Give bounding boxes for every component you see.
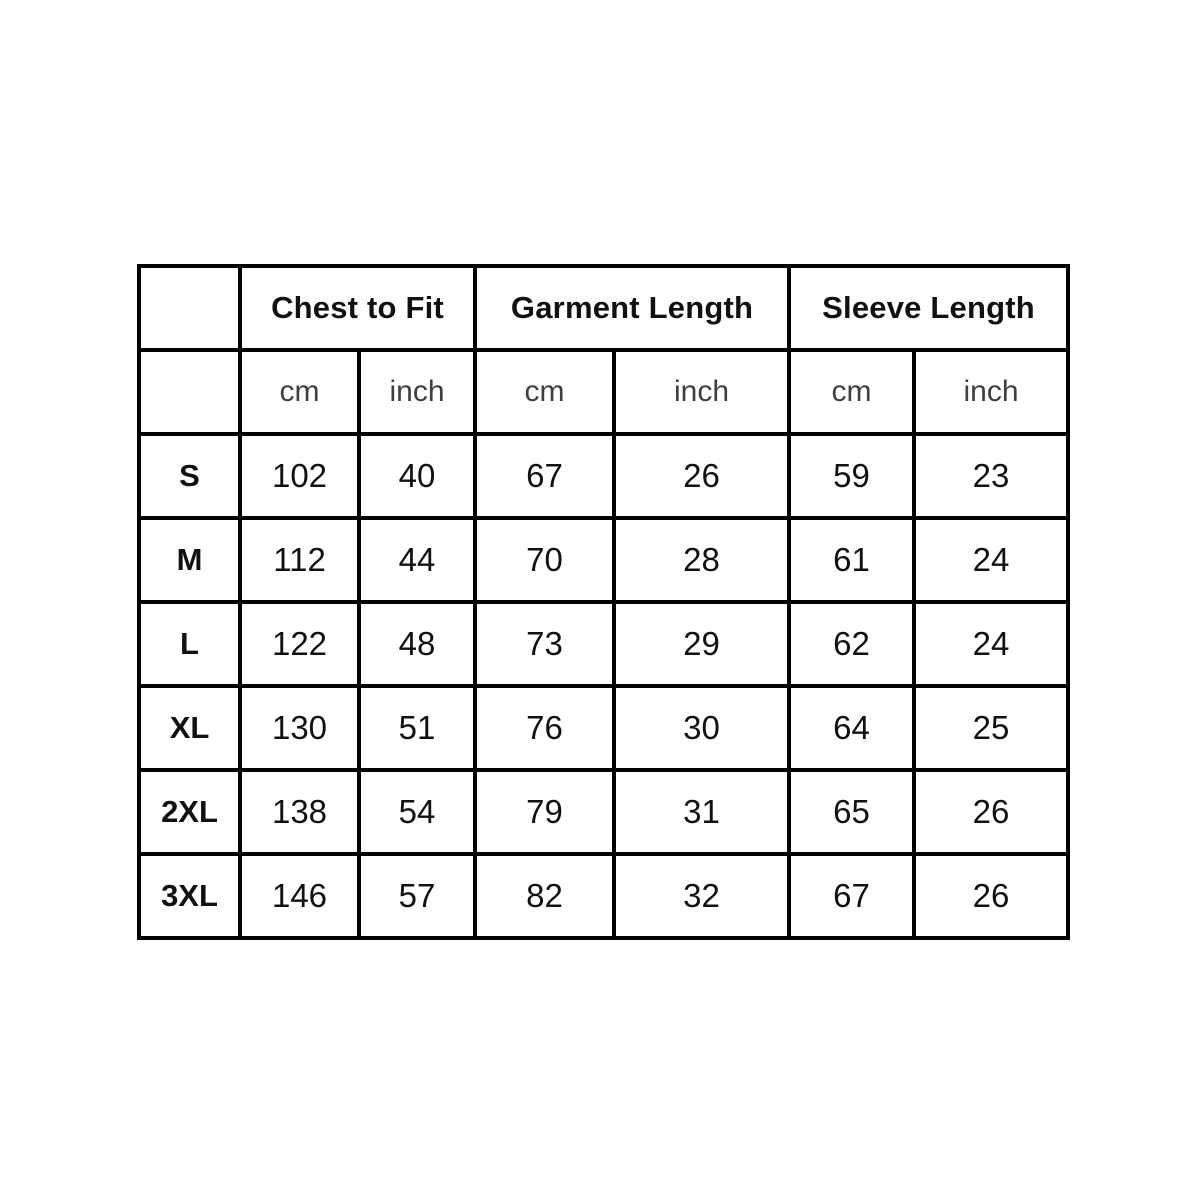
garment-cm-value: 70 <box>473 516 617 604</box>
table-header: Chest to Fit Garment Length Sleeve Lengt… <box>137 264 1071 436</box>
chest-inch-value: 44 <box>356 516 478 604</box>
unit-header-garment-inch: inch <box>612 348 792 436</box>
sleeve-cm-value: 65 <box>787 768 917 856</box>
size-label: XL <box>137 684 242 772</box>
unit-header-row: cm inch cm inch cm inch <box>137 348 1071 436</box>
sleeve-cm-value: 64 <box>787 684 917 772</box>
header-spacer-cell <box>137 264 242 352</box>
group-header-row: Chest to Fit Garment Length Sleeve Lengt… <box>137 264 1071 352</box>
chest-cm-value: 146 <box>238 852 361 940</box>
chest-cm-value: 122 <box>238 600 361 688</box>
column-group-garment-length: Garment Length <box>473 264 792 352</box>
chest-cm-value: 130 <box>238 684 361 772</box>
chest-cm-value: 138 <box>238 768 361 856</box>
unit-header-chest-inch: inch <box>356 348 478 436</box>
unit-header-sleeve-cm: cm <box>787 348 917 436</box>
sleeve-cm-value: 59 <box>787 432 917 520</box>
garment-cm-value: 73 <box>473 600 617 688</box>
size-label: 2XL <box>137 768 242 856</box>
size-label: L <box>137 600 242 688</box>
table-row: 3XL 146 57 82 32 67 26 <box>137 852 1071 940</box>
unit-header-garment-cm: cm <box>473 348 617 436</box>
chest-inch-value: 40 <box>356 432 478 520</box>
chest-inch-value: 48 <box>356 600 478 688</box>
sleeve-inch-value: 26 <box>912 852 1071 940</box>
chest-inch-value: 57 <box>356 852 478 940</box>
size-label: M <box>137 516 242 604</box>
garment-cm-value: 79 <box>473 768 617 856</box>
column-group-sleeve-length: Sleeve Length <box>787 264 1071 352</box>
table-row: L 122 48 73 29 62 24 <box>137 600 1071 688</box>
size-label: S <box>137 432 242 520</box>
chest-inch-value: 51 <box>356 684 478 772</box>
garment-inch-value: 30 <box>612 684 792 772</box>
table-row: XL 130 51 76 30 64 25 <box>137 684 1071 772</box>
garment-inch-value: 29 <box>612 600 792 688</box>
table-row: S 102 40 67 26 59 23 <box>137 432 1071 520</box>
header-spacer-cell <box>137 348 242 436</box>
column-group-chest-to-fit: Chest to Fit <box>237 264 478 352</box>
table-row: M 112 44 70 28 61 24 <box>137 516 1071 604</box>
sleeve-inch-value: 25 <box>912 684 1071 772</box>
chest-cm-value: 112 <box>238 516 361 604</box>
sleeve-cm-value: 67 <box>787 852 917 940</box>
chest-inch-value: 54 <box>356 768 478 856</box>
unit-header-sleeve-inch: inch <box>912 348 1071 436</box>
garment-cm-value: 82 <box>473 852 617 940</box>
chest-cm-value: 102 <box>238 432 361 520</box>
size-chart-table: Chest to Fit Garment Length Sleeve Lengt… <box>137 264 1071 940</box>
garment-inch-value: 32 <box>612 852 792 940</box>
sleeve-inch-value: 24 <box>912 516 1071 604</box>
garment-inch-value: 26 <box>612 432 792 520</box>
table-row: 2XL 138 54 79 31 65 26 <box>137 768 1071 856</box>
sleeve-inch-value: 24 <box>912 600 1071 688</box>
unit-header-chest-cm: cm <box>238 348 361 436</box>
garment-cm-value: 67 <box>473 432 617 520</box>
sleeve-inch-value: 23 <box>912 432 1071 520</box>
sleeve-cm-value: 61 <box>787 516 917 604</box>
sleeve-cm-value: 62 <box>787 600 917 688</box>
garment-inch-value: 28 <box>612 516 792 604</box>
garment-inch-value: 31 <box>612 768 792 856</box>
sleeve-inch-value: 26 <box>912 768 1071 856</box>
table-body: S 102 40 67 26 59 23 M 112 44 70 28 61 2… <box>137 432 1071 940</box>
size-label: 3XL <box>137 852 242 940</box>
garment-cm-value: 76 <box>473 684 617 772</box>
